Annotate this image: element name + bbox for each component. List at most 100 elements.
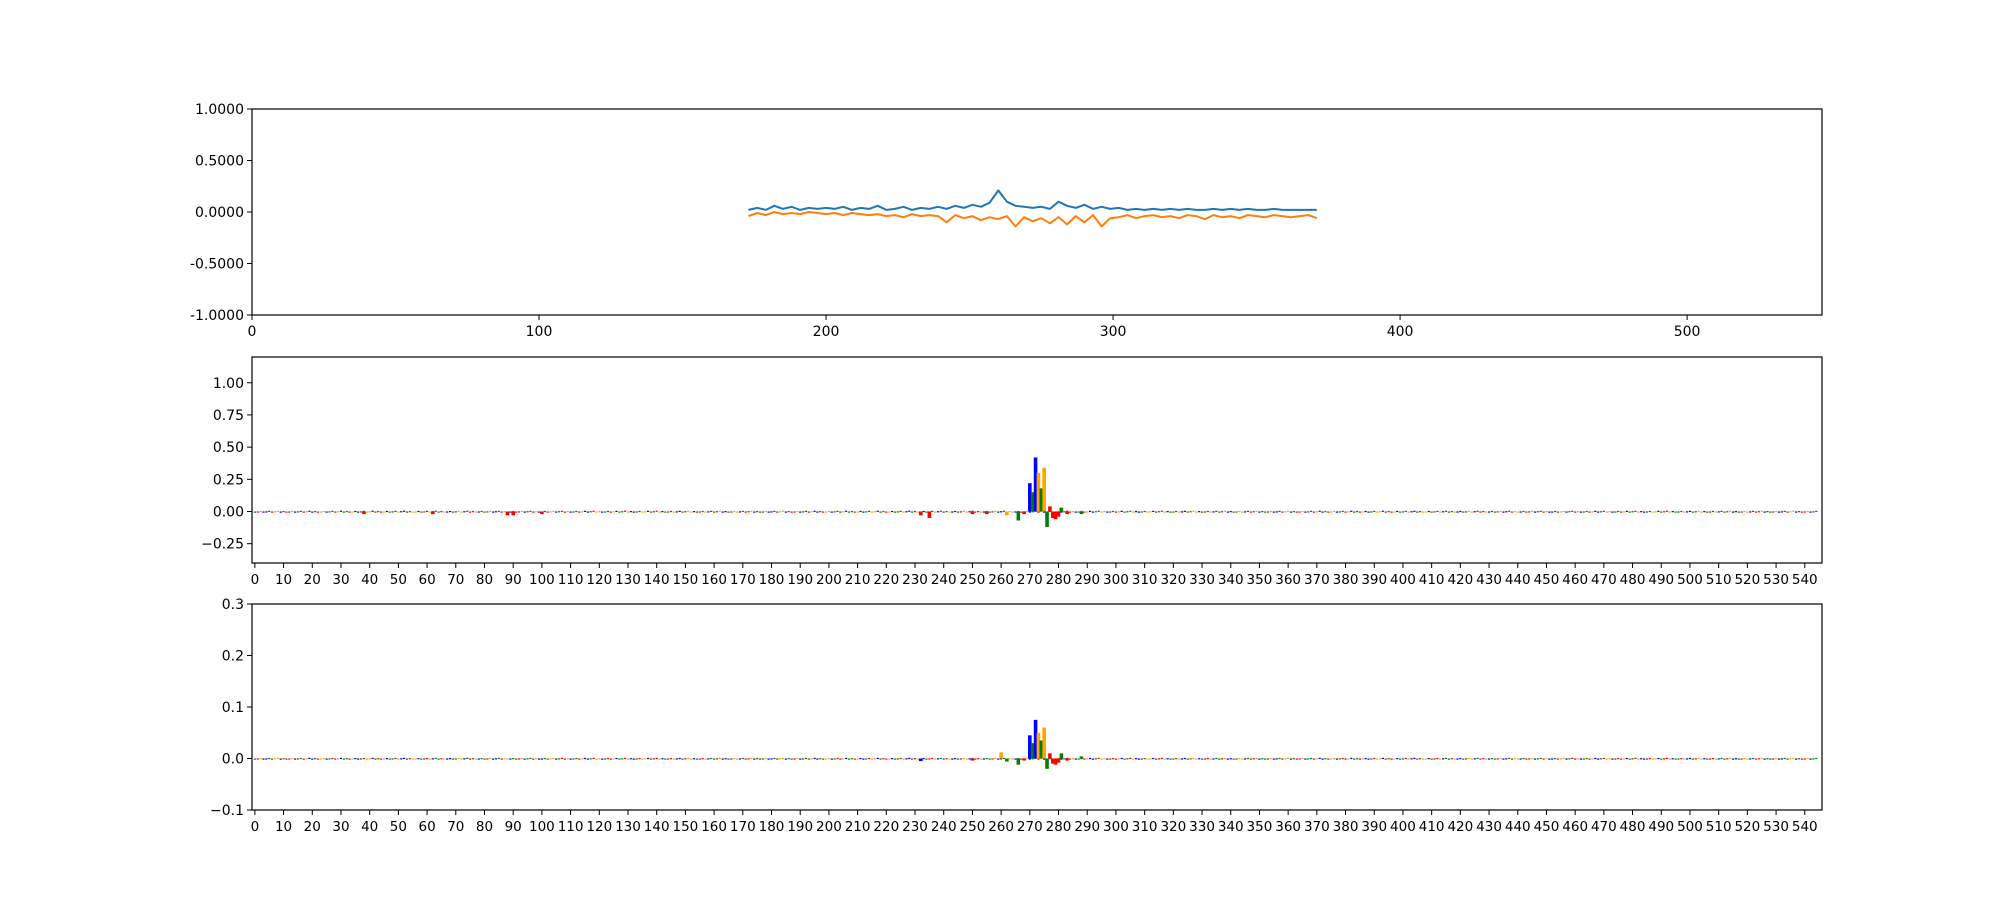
baseline-mark <box>1252 758 1255 760</box>
x-tick-label: 0 <box>248 324 257 340</box>
baseline-mark <box>1502 758 1505 760</box>
baseline-mark <box>796 510 799 513</box>
baseline-mark <box>540 758 543 760</box>
x-tick-label: 360 <box>1275 819 1301 835</box>
baseline-mark <box>1726 758 1729 760</box>
baseline-mark <box>1508 510 1511 512</box>
baseline-mark <box>1401 758 1405 760</box>
nucleotide-bar <box>1039 740 1044 759</box>
baseline-mark <box>928 758 931 760</box>
baseline-mark <box>1381 510 1384 512</box>
baseline-mark <box>334 758 337 760</box>
baseline-marks <box>253 510 1818 513</box>
baseline-mark <box>558 511 561 513</box>
baseline-mark <box>1513 511 1516 513</box>
baseline-mark <box>411 511 414 513</box>
baseline-mark <box>1663 511 1666 513</box>
baseline-mark <box>1341 757 1344 760</box>
nucleotide-bar <box>970 511 975 515</box>
baseline-mark <box>592 510 595 512</box>
baseline-mark <box>1797 511 1801 513</box>
baseline-mark <box>779 511 782 513</box>
baseline-mark <box>959 758 963 760</box>
baseline-mark <box>1668 511 1671 513</box>
baseline-mark <box>951 758 954 760</box>
x-tick-label: 150 <box>673 819 699 835</box>
baseline-mark <box>1120 510 1123 512</box>
baseline-mark <box>1766 758 1769 760</box>
baseline-mark <box>1246 510 1250 512</box>
baseline-mark <box>606 510 610 513</box>
baseline-mark <box>1490 758 1494 760</box>
nucleotide-bar <box>1048 506 1052 512</box>
baseline-mark <box>526 511 529 513</box>
x-tick-label: 460 <box>1562 819 1588 835</box>
baseline-mark <box>368 511 371 513</box>
baseline-mark <box>1373 510 1376 512</box>
baseline-mark <box>1401 511 1405 513</box>
baseline-mark <box>1094 511 1097 513</box>
nucleotide-bar <box>1039 488 1044 512</box>
baseline-mark <box>1539 510 1542 512</box>
baseline-mark <box>936 511 940 513</box>
x-tick-label: 60 <box>418 572 435 588</box>
baseline-mark <box>735 511 739 513</box>
baseline-mark <box>1180 511 1184 513</box>
baseline-mark <box>535 511 538 513</box>
baseline-mark <box>942 511 945 513</box>
x-tick-label: 270 <box>1017 572 1043 588</box>
baseline-mark <box>870 511 874 513</box>
baseline-mark <box>279 758 282 760</box>
baseline-mark <box>428 511 432 513</box>
baseline-mark <box>1057 510 1060 512</box>
baseline-mark <box>655 510 658 512</box>
baseline-mark <box>1100 758 1103 760</box>
baseline-mark <box>446 511 449 513</box>
baseline-mark <box>1508 757 1511 760</box>
baseline-mark <box>1155 511 1158 513</box>
baseline-mark <box>500 758 503 760</box>
baseline-mark <box>911 758 914 760</box>
baseline-mark <box>385 758 388 760</box>
baseline-mark <box>661 511 664 513</box>
baseline-mark <box>437 758 440 760</box>
y-tick-label: 0.0 <box>222 752 244 768</box>
baseline-mark <box>382 511 386 513</box>
y-tick-label: 1.0000 <box>195 102 244 118</box>
baseline-mark <box>1648 758 1651 760</box>
baseline-mark <box>810 511 813 513</box>
baseline-mark <box>606 758 610 760</box>
baseline-mark <box>1803 511 1806 513</box>
nucleotide-bar <box>362 511 366 515</box>
baseline-mark <box>345 758 348 760</box>
baseline-mark <box>1086 511 1089 513</box>
baseline-mark <box>374 511 377 513</box>
x-tick-label: 210 <box>845 572 871 588</box>
baseline-mark <box>692 511 696 513</box>
baseline-mark <box>718 510 721 512</box>
baseline-mark <box>480 510 483 513</box>
baseline-mark <box>1292 758 1295 760</box>
baseline-mark <box>661 758 664 760</box>
baseline-mark <box>1786 758 1789 760</box>
baseline-mark <box>299 757 302 760</box>
baseline-mark <box>308 510 311 512</box>
baseline-mark <box>1091 758 1095 760</box>
nucleotide-bar <box>1042 467 1046 512</box>
baseline-mark <box>1548 511 1551 513</box>
baseline-mark <box>764 510 767 513</box>
baseline-mark <box>624 757 627 760</box>
baseline-mark <box>1651 758 1654 760</box>
baseline-mark <box>578 758 581 760</box>
baseline-mark <box>480 758 483 760</box>
baseline-mark <box>773 510 776 512</box>
baseline-mark <box>291 758 294 760</box>
baseline-mark <box>420 511 423 513</box>
baseline-mark <box>552 510 555 512</box>
baseline-mark <box>615 510 618 512</box>
baseline-mark <box>1510 511 1514 513</box>
baseline-mark <box>1436 510 1439 512</box>
baseline-mark <box>1189 511 1192 513</box>
baseline-mark <box>1482 511 1485 513</box>
baseline-mark <box>1261 758 1264 760</box>
